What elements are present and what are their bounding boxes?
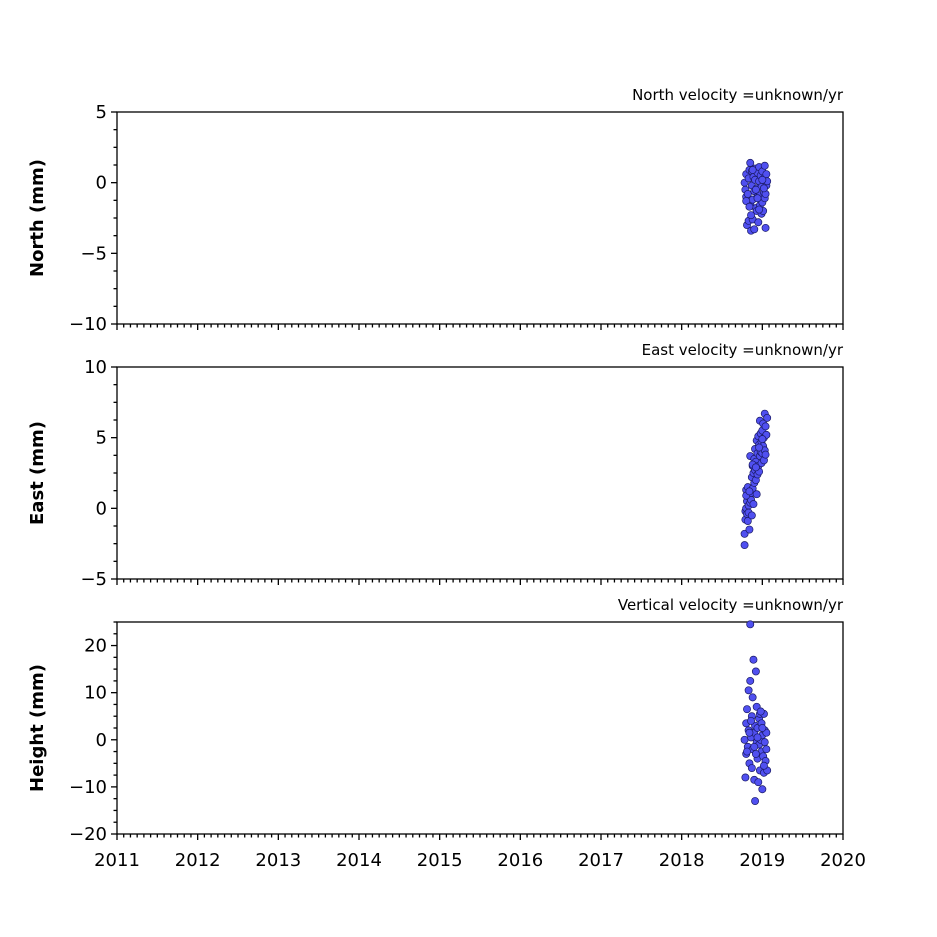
north-data-point [747, 211, 755, 220]
height-data-point [760, 738, 769, 747]
height-x-tick-label: 2018 [659, 850, 705, 871]
height-y-tick-label: −20 [69, 824, 107, 845]
north-data-point [751, 185, 760, 194]
north-y-tick-label: 0 [96, 173, 107, 194]
height-x-tick-label: 2012 [175, 850, 221, 871]
north-panel-title: North velocity =unknown/yr [632, 86, 844, 104]
height-y-tick-label: 20 [84, 636, 107, 657]
height-data-point [754, 778, 763, 787]
east-data-point [752, 490, 761, 499]
east-y-tick-label: 10 [84, 357, 107, 378]
height-y-tick-label: −10 [69, 777, 107, 798]
north-y-axis-label: North (mm) [27, 159, 48, 277]
east-data-point [761, 422, 770, 431]
east-data-point [743, 517, 752, 526]
north-data-point [745, 202, 754, 211]
east-y-axis-label: East (mm) [27, 421, 48, 525]
east-y-tick-label: 0 [96, 498, 107, 519]
north-y-tick-label: −5 [80, 243, 107, 264]
east-data-point [755, 443, 764, 452]
east-data-point [745, 525, 754, 534]
height-y-tick-label: 0 [96, 730, 107, 751]
height-data-point [741, 773, 750, 782]
height-data-point [750, 742, 759, 751]
height-x-tick-label: 2011 [94, 850, 140, 871]
height-data-point [743, 705, 751, 714]
north-data-point [750, 225, 759, 234]
height-data-point [748, 693, 757, 702]
height-data-point [751, 667, 760, 676]
east-panel: East velocity =unknown/yr East (mm) −5 0 5 10 [27, 341, 844, 590]
north-data-point [761, 223, 770, 232]
north-data-point [760, 161, 769, 170]
east-y-tick-label: −5 [80, 569, 107, 590]
east-data-point [747, 511, 756, 520]
north-data-point [748, 165, 757, 174]
height-x-tick-label: 2013 [255, 850, 301, 871]
height-x-tick-label: 2014 [336, 850, 382, 871]
height-data-point [758, 785, 767, 794]
height-data-point [762, 745, 771, 754]
north-data-point [759, 184, 768, 193]
height-panel: Vertical velocity =unknown/yr Height (mm)… [27, 596, 866, 871]
height-data-point [747, 764, 756, 772]
height-data-point [759, 761, 768, 770]
north-data-point [753, 194, 762, 203]
height-x-tick-label: 2017 [578, 850, 624, 871]
north-data-point [754, 218, 763, 227]
east-panel-title: East velocity =unknown/yr [642, 341, 844, 359]
height-x-tick-label: 2016 [497, 850, 543, 871]
east-data-point [740, 541, 749, 550]
height-x-tick-label: 2019 [739, 850, 785, 871]
east-data-point [745, 487, 754, 496]
height-panel-title: Vertical velocity =unknown/yr [618, 596, 844, 614]
height-data-point [751, 797, 760, 805]
height-data-point [747, 716, 755, 725]
height-data-point [749, 655, 758, 664]
height-x-tick-label: 2015 [417, 850, 463, 871]
height-y-axis-label: Height (mm) [27, 664, 48, 792]
height-x-tick-label: 2020 [820, 850, 866, 871]
height-y-tick-label: 10 [84, 683, 107, 704]
north-panel: North velocity =unknown/yr North (mm) −10 −… [27, 86, 844, 335]
east-data-point [758, 435, 767, 444]
north-data-point [758, 175, 767, 184]
height-data-point [745, 728, 754, 737]
east-data-point [761, 450, 770, 459]
height-data-point [753, 733, 762, 742]
height-data-point [743, 747, 751, 756]
north-plot-frame [116, 111, 844, 325]
height-data-point [756, 707, 765, 716]
north-y-tick-label: −10 [69, 314, 107, 335]
height-data-point [744, 686, 753, 695]
east-data-point [749, 500, 758, 509]
east-y-tick-label: 5 [96, 428, 107, 449]
height-plot-frame [116, 621, 844, 835]
east-plot-frame [116, 366, 844, 580]
east-data-point [763, 413, 772, 422]
north-data-point [746, 158, 755, 167]
north-y-tick-label: 5 [96, 102, 107, 123]
north-data-point [755, 205, 764, 214]
height-data-point [746, 620, 755, 629]
height-data-point [758, 724, 767, 732]
height-data-point [746, 676, 755, 685]
height-data-point [751, 749, 760, 758]
east-data-point [751, 463, 760, 472]
